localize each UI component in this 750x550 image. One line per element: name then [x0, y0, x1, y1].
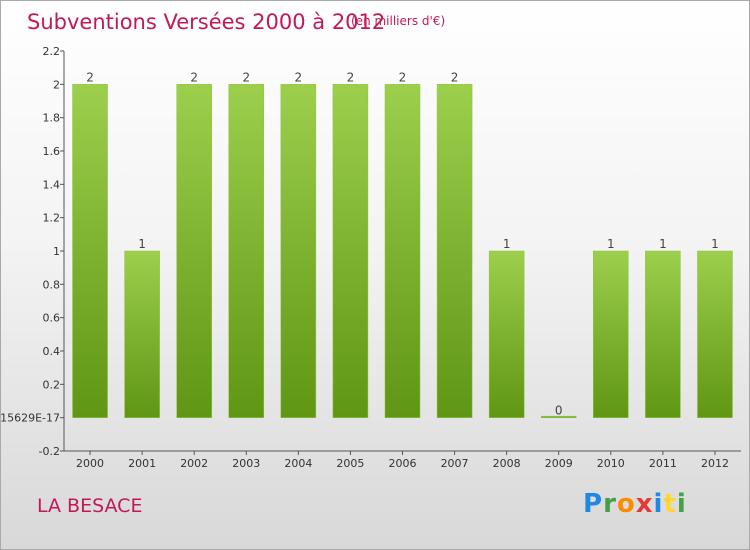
logo-letter: P: [583, 489, 604, 519]
bar-2000: [72, 84, 108, 418]
bar-2006: [384, 84, 421, 418]
bar-2004: [280, 84, 317, 418]
x-tick-label: 2002: [180, 457, 208, 470]
y-tick-label: 0.4: [43, 345, 61, 358]
value-label: 2: [242, 70, 250, 84]
y-tick-label: 1: [53, 245, 60, 258]
value-label: 2: [451, 70, 459, 84]
value-label: 1: [659, 237, 667, 251]
bar-2011: [645, 250, 681, 418]
y-tick-label: -1.15629E-17: [1, 412, 60, 425]
x-tick-label: 2011: [649, 457, 677, 470]
value-label: 2: [347, 70, 355, 84]
chart-subtitle: (en milliers d'€): [351, 14, 446, 28]
y-tick-label: 0.8: [43, 278, 61, 291]
value-label: 1: [503, 237, 511, 251]
y-tick-label: 1.8: [43, 112, 61, 125]
value-label: 2: [399, 70, 407, 84]
commune-name: LA BESACE: [37, 495, 143, 517]
bar-2010: [593, 250, 629, 418]
y-tick-label: 2: [53, 78, 60, 91]
value-label: 1: [711, 237, 719, 251]
proxiti-logo[interactable]: Proxiti: [583, 489, 687, 519]
x-tick-label: 2010: [597, 457, 625, 470]
bar-2002: [176, 84, 212, 418]
y-tick-label: 1.4: [43, 178, 61, 191]
y-tick-label: 1.6: [43, 145, 61, 158]
x-tick-label: 2004: [284, 457, 312, 470]
x-tick-label: 2007: [441, 457, 469, 470]
value-label: 2: [295, 70, 303, 84]
value-label: 0: [555, 404, 563, 418]
logo-letter: r: [603, 489, 617, 519]
x-tick-label: 2009: [545, 457, 573, 470]
logo-letter: x: [635, 489, 654, 519]
x-tick-label: 2000: [76, 457, 104, 470]
logo-letter: t: [663, 489, 677, 519]
logo-letter: o: [616, 489, 636, 519]
value-label: 1: [607, 237, 615, 251]
bar-2008: [488, 250, 525, 418]
value-label: 1: [138, 237, 146, 251]
value-label: 2: [86, 70, 94, 84]
bar-2009: [540, 415, 577, 418]
x-tick-label: 2003: [232, 457, 260, 470]
bar-2003: [228, 84, 265, 418]
bar-2001: [124, 250, 160, 418]
x-tick-label: 2006: [389, 457, 417, 470]
x-tick-label: 2005: [336, 457, 364, 470]
x-tick-label: 2012: [701, 457, 729, 470]
logo-letter: i: [676, 489, 687, 519]
bar-2005: [332, 84, 369, 418]
value-label: 2: [190, 70, 198, 84]
bar-2012: [697, 250, 733, 418]
y-tick-label: 2.2: [43, 45, 61, 58]
x-tick-label: 2001: [128, 457, 156, 470]
y-tick-label: 0.6: [43, 312, 61, 325]
bar-2007: [436, 84, 473, 418]
y-tick-label: -0.2: [39, 445, 60, 458]
chart-title: Subventions Versées 2000 à 2012: [27, 10, 386, 34]
y-tick-label: 1.2: [43, 212, 61, 225]
x-tick-label: 2008: [493, 457, 521, 470]
logo-letter: i: [653, 489, 664, 519]
y-tick-label: 0.2: [43, 378, 61, 391]
